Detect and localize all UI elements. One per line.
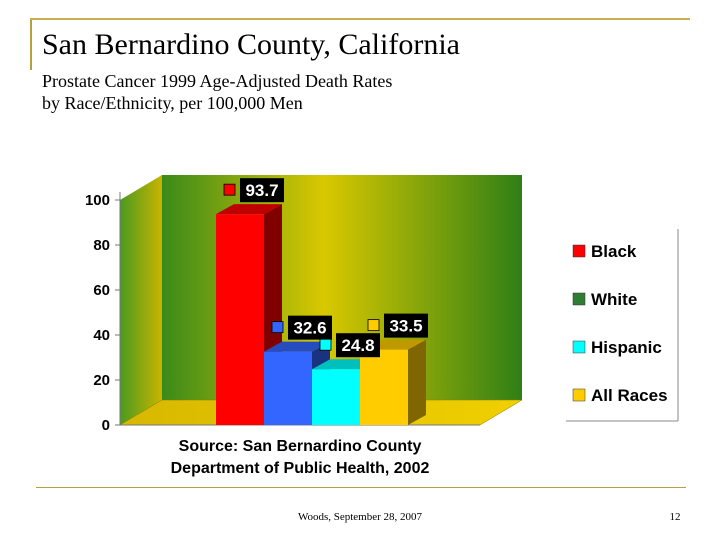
legend-swatch — [572, 244, 586, 258]
legend-item-all-races: All Races — [572, 386, 668, 405]
slide-title: San Bernardino County, California — [42, 28, 460, 61]
bar-top — [216, 204, 282, 215]
y-tick-label: 60 — [93, 282, 110, 299]
data-label-key — [223, 183, 236, 196]
y-tick-label: 80 — [93, 237, 110, 254]
data-label-box — [240, 178, 284, 203]
data-label-key — [367, 319, 380, 332]
legend-label: White — [591, 290, 637, 309]
data-label-hispanic: 24.8 — [319, 333, 380, 358]
legend-item-hispanic: Hispanic — [572, 338, 662, 357]
data-label-text: 32.6 — [293, 319, 326, 338]
data-label-box — [384, 313, 428, 338]
bar-all-races — [360, 339, 426, 425]
data-label-all-races: 33.5 — [367, 313, 428, 338]
top-rule — [30, 18, 690, 20]
data-label-box — [288, 315, 332, 340]
legend-item-white: White — [572, 290, 637, 309]
subtitle-line-1: Prostate Cancer 1999 Age-Adjusted Death … — [42, 71, 393, 91]
data-label-white: 32.6 — [271, 315, 332, 340]
legend-label: All Races — [591, 386, 668, 405]
source-line-1: Source: San Bernardino County — [178, 438, 422, 455]
subtitle-line-2: by Race/Ethnicity, per 100,000 Men — [42, 93, 303, 113]
bottom-rule — [36, 487, 686, 488]
legend-swatch — [572, 340, 586, 354]
data-label-text: 33.5 — [389, 317, 422, 336]
left-rule — [30, 18, 32, 70]
data-label-key — [271, 321, 284, 334]
legend-swatch — [572, 292, 586, 306]
bar-front — [216, 214, 264, 425]
y-tick-label: 40 — [93, 327, 110, 344]
bar-front — [312, 369, 360, 425]
data-label-text: 93.7 — [245, 181, 278, 200]
slide-subtitle: Prostate Cancer 1999 Age-Adjusted Death … — [42, 70, 392, 114]
chart-source: Source: San Bernardino County Department… — [120, 436, 480, 480]
y-tick-label: 0 — [102, 417, 110, 434]
bar-front — [264, 351, 312, 425]
bar-top — [264, 341, 330, 352]
bar-front — [360, 349, 408, 425]
data-label-black: 93.7 — [223, 178, 284, 203]
legend-label: Black — [591, 242, 637, 261]
legend-label: Hispanic — [591, 338, 662, 357]
data-label-key — [319, 338, 332, 351]
legend-swatch — [572, 388, 586, 402]
chart-side-wall — [120, 175, 162, 425]
page-number: 12 — [669, 511, 681, 523]
slide-footer: Woods, September 28, 2007 — [297, 511, 423, 523]
source-line-2: Department of Public Health, 2002 — [170, 460, 430, 477]
y-tick-label: 100 — [85, 192, 110, 209]
data-label-text: 24.8 — [341, 336, 374, 355]
data-label-box — [336, 333, 380, 358]
bar-side — [408, 339, 426, 425]
y-tick-label: 20 — [93, 372, 110, 389]
legend-item-black: Black — [572, 242, 637, 261]
